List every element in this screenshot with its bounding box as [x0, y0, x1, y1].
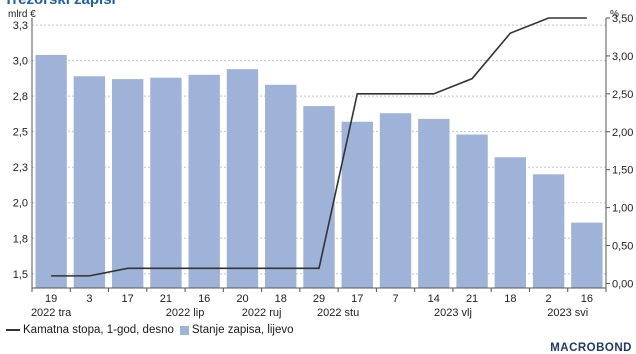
x-axis-labels: 19 3 17 21 16 20 18 29 17 7 14 21 18 2 16 2022 tra 2022 … [31, 293, 593, 319]
x-group-label: 2023 vlj [434, 307, 472, 319]
x-tick-label: 14 [428, 293, 440, 305]
bar [379, 113, 412, 288]
x-tick-label: 20 [236, 293, 248, 305]
brand-logo: MACROBOND [550, 342, 632, 354]
bar [494, 157, 527, 288]
x-tick-label: 16 [581, 293, 593, 305]
right-tick-label: 3,50 [612, 13, 633, 25]
x-tick-label: 3 [86, 293, 92, 305]
left-tick-label: 3,0 [13, 56, 28, 68]
legend-item-bar: Stanje zapisa, lijevo [179, 324, 294, 336]
left-tick-label: 2,0 [13, 198, 28, 210]
chart-title: Trezorski zapisi [4, 0, 116, 8]
bar [532, 174, 565, 288]
x-group-label: 2023 svi [547, 307, 588, 319]
right-tick-label: 3,00 [612, 51, 633, 63]
x-tick-label: 19 [45, 293, 57, 305]
bar [303, 106, 335, 289]
x-group-label: 2022 stu [317, 307, 359, 319]
x-tick-label: 2 [546, 293, 552, 305]
bar [73, 76, 106, 289]
legend-line-swatch [6, 329, 20, 331]
x-group-label: 2022 ruj [242, 307, 282, 319]
left-tick-label: 1,8 [13, 233, 28, 245]
bar [226, 69, 259, 288]
left-tick-label: 2,8 [13, 91, 28, 103]
x-tick-label: 29 [313, 293, 325, 305]
legend-label-line: Kamatna stopa, 1-god, desno [23, 324, 174, 336]
legend-label-bar: Stanje zapisa, lijevo [191, 324, 294, 336]
bar [265, 84, 297, 288]
x-group-label: 2022 tra [31, 307, 72, 319]
bar [35, 54, 67, 288]
bar [418, 118, 450, 288]
bar [188, 74, 220, 288]
left-tick-label: 3,3 [13, 20, 28, 32]
right-tick-label: 2,50 [612, 89, 633, 101]
bar [571, 222, 603, 288]
axes: 1,5 1,8 2,0 2,3 2,5 2,8 3,0 3,3 0,00 0,50 1,00 1,50… [13, 13, 633, 292]
rate-line [51, 17, 587, 277]
left-tick-label: 2,5 [13, 127, 28, 139]
bar [456, 134, 488, 288]
x-tick-label: 21 [160, 293, 172, 305]
x-tick-label: 7 [392, 293, 398, 305]
x-group-label: 2022 lip [166, 307, 205, 319]
left-tick-label: 1,5 [13, 269, 28, 281]
left-tick-label: 2,3 [13, 162, 28, 174]
legend-bar-swatch [179, 325, 189, 335]
right-tick-label: 2,00 [612, 127, 633, 139]
right-tick-label: 1,50 [612, 165, 633, 177]
left-unit-label: mlrd € [8, 9, 36, 20]
legend: Kamatna stopa, 1-god, desno Stanje zapis… [6, 324, 300, 336]
bar [150, 77, 182, 289]
right-tick-label: 0,00 [612, 278, 633, 290]
x-tick-label: 16 [198, 293, 210, 305]
x-tick-label: 18 [504, 293, 516, 305]
x-tick-label: 17 [351, 293, 363, 305]
x-tick-label: 21 [466, 293, 478, 305]
bar-series [35, 54, 603, 289]
right-unit-label: % [610, 9, 619, 20]
legend-item-line: Kamatna stopa, 1-god, desno [6, 324, 174, 336]
right-tick-label: 0,50 [612, 241, 633, 253]
right-tick-label: 1,00 [612, 203, 633, 215]
line-series [51, 17, 587, 277]
x-tick-label: 17 [122, 293, 134, 305]
x-tick-label: 18 [275, 293, 287, 305]
bar [341, 121, 373, 288]
chart: mlrd € % 1,5 1,8 2,0 2,3 2,5 2,8 3,0 3,3 0,00 0,5… [8, 9, 633, 319]
bar [111, 79, 144, 289]
